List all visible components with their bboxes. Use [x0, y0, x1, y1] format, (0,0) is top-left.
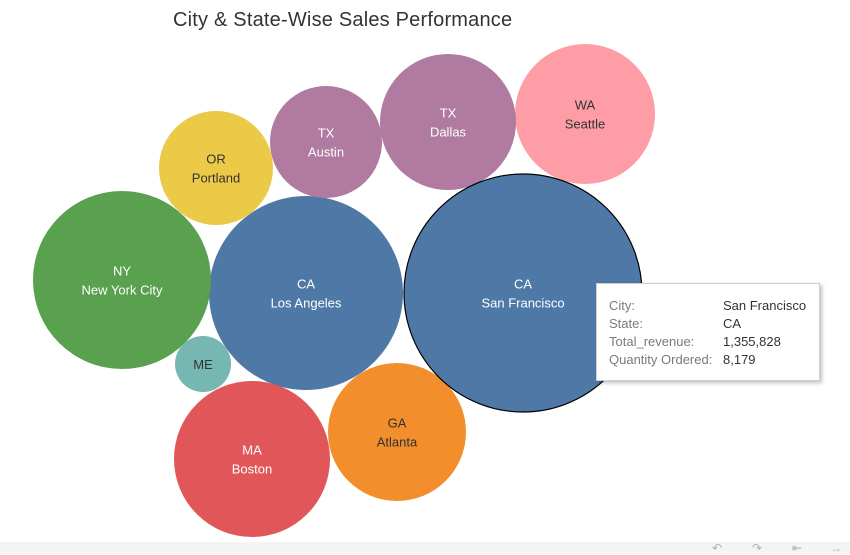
bubble-state-label: OR [206, 152, 226, 167]
bubble-atlanta-ga[interactable]: GA Atlanta [328, 363, 466, 501]
bubble-state-label: NY [113, 264, 131, 279]
redo-icon[interactable]: ↷ [752, 541, 763, 555]
tooltip-value: San Francisco [723, 298, 807, 313]
bubble-circle[interactable] [380, 54, 516, 190]
bubble-state-label: TX [440, 106, 457, 121]
bubble-state-label: CA [514, 277, 532, 292]
bubble-los-angeles-ca[interactable]: CA Los Angeles [209, 196, 403, 390]
bubble-austin-tx[interactable]: TX Austin [270, 86, 382, 198]
bubble-city-label: Atlanta [377, 435, 418, 450]
tooltip-key: Quantity Ordered: [609, 352, 713, 367]
tooltip: City: San Francisco State: CA Total_reve… [596, 283, 820, 381]
bubble-portland-or[interactable]: OR Portland [159, 111, 273, 225]
bubble-state-label: MA [242, 443, 262, 458]
tooltip-value: 1,355,828 [723, 334, 781, 349]
bubble-state-label: ME [193, 357, 213, 372]
bubble-dallas-tx[interactable]: TX Dallas [380, 54, 516, 190]
forward-icon[interactable]: → [830, 541, 842, 555]
bubble-city-label: Austin [308, 145, 344, 160]
bubble-circle[interactable] [174, 381, 330, 537]
bubble-me[interactable]: ME [175, 336, 231, 392]
bubble-city-label: Boston [232, 462, 272, 477]
bubble-state-label: CA [297, 277, 315, 292]
bubble-circle[interactable] [515, 44, 655, 184]
bubble-circle[interactable] [33, 191, 211, 369]
bubble-san-francisco-ca[interactable]: CA San Francisco [403, 173, 643, 413]
bubble-circle[interactable] [328, 363, 466, 501]
bubble-city-label: Seattle [565, 117, 605, 132]
bubble-circle[interactable] [175, 336, 231, 392]
bubble-state-label: GA [388, 416, 407, 431]
bubble-state-label: WA [575, 98, 596, 113]
bubble-circle[interactable] [159, 111, 273, 225]
bottom-toolbar [0, 542, 850, 554]
bubble-circle[interactable] [209, 196, 403, 390]
bubble-circle[interactable] [270, 86, 382, 198]
bubble-new-york-city-ny[interactable]: NY New York City [33, 191, 211, 369]
bubble-boston-ma[interactable]: MA Boston [174, 381, 330, 537]
bubble-seattle-wa[interactable]: WA Seattle [515, 44, 655, 184]
bubble-city-label: Dallas [430, 125, 467, 140]
tooltip-key: State: [609, 316, 643, 331]
tooltip-key: City: [609, 298, 635, 313]
bubble-state-label: TX [318, 126, 335, 141]
tooltip-value: CA [723, 316, 742, 331]
tooltip-key: Total_revenue: [609, 334, 695, 349]
chart-title: City & State-Wise Sales Performance [173, 9, 513, 31]
revert-icon[interactable]: ⇤ [792, 541, 803, 555]
bubble-city-label: Portland [192, 171, 240, 186]
bubble-city-label: San Francisco [481, 296, 564, 311]
tooltip-value: 8,179 [723, 352, 756, 367]
undo-icon[interactable]: ↶ [712, 541, 723, 555]
bubble-city-label: New York City [82, 283, 163, 298]
bubble-city-label: Los Angeles [271, 296, 342, 311]
